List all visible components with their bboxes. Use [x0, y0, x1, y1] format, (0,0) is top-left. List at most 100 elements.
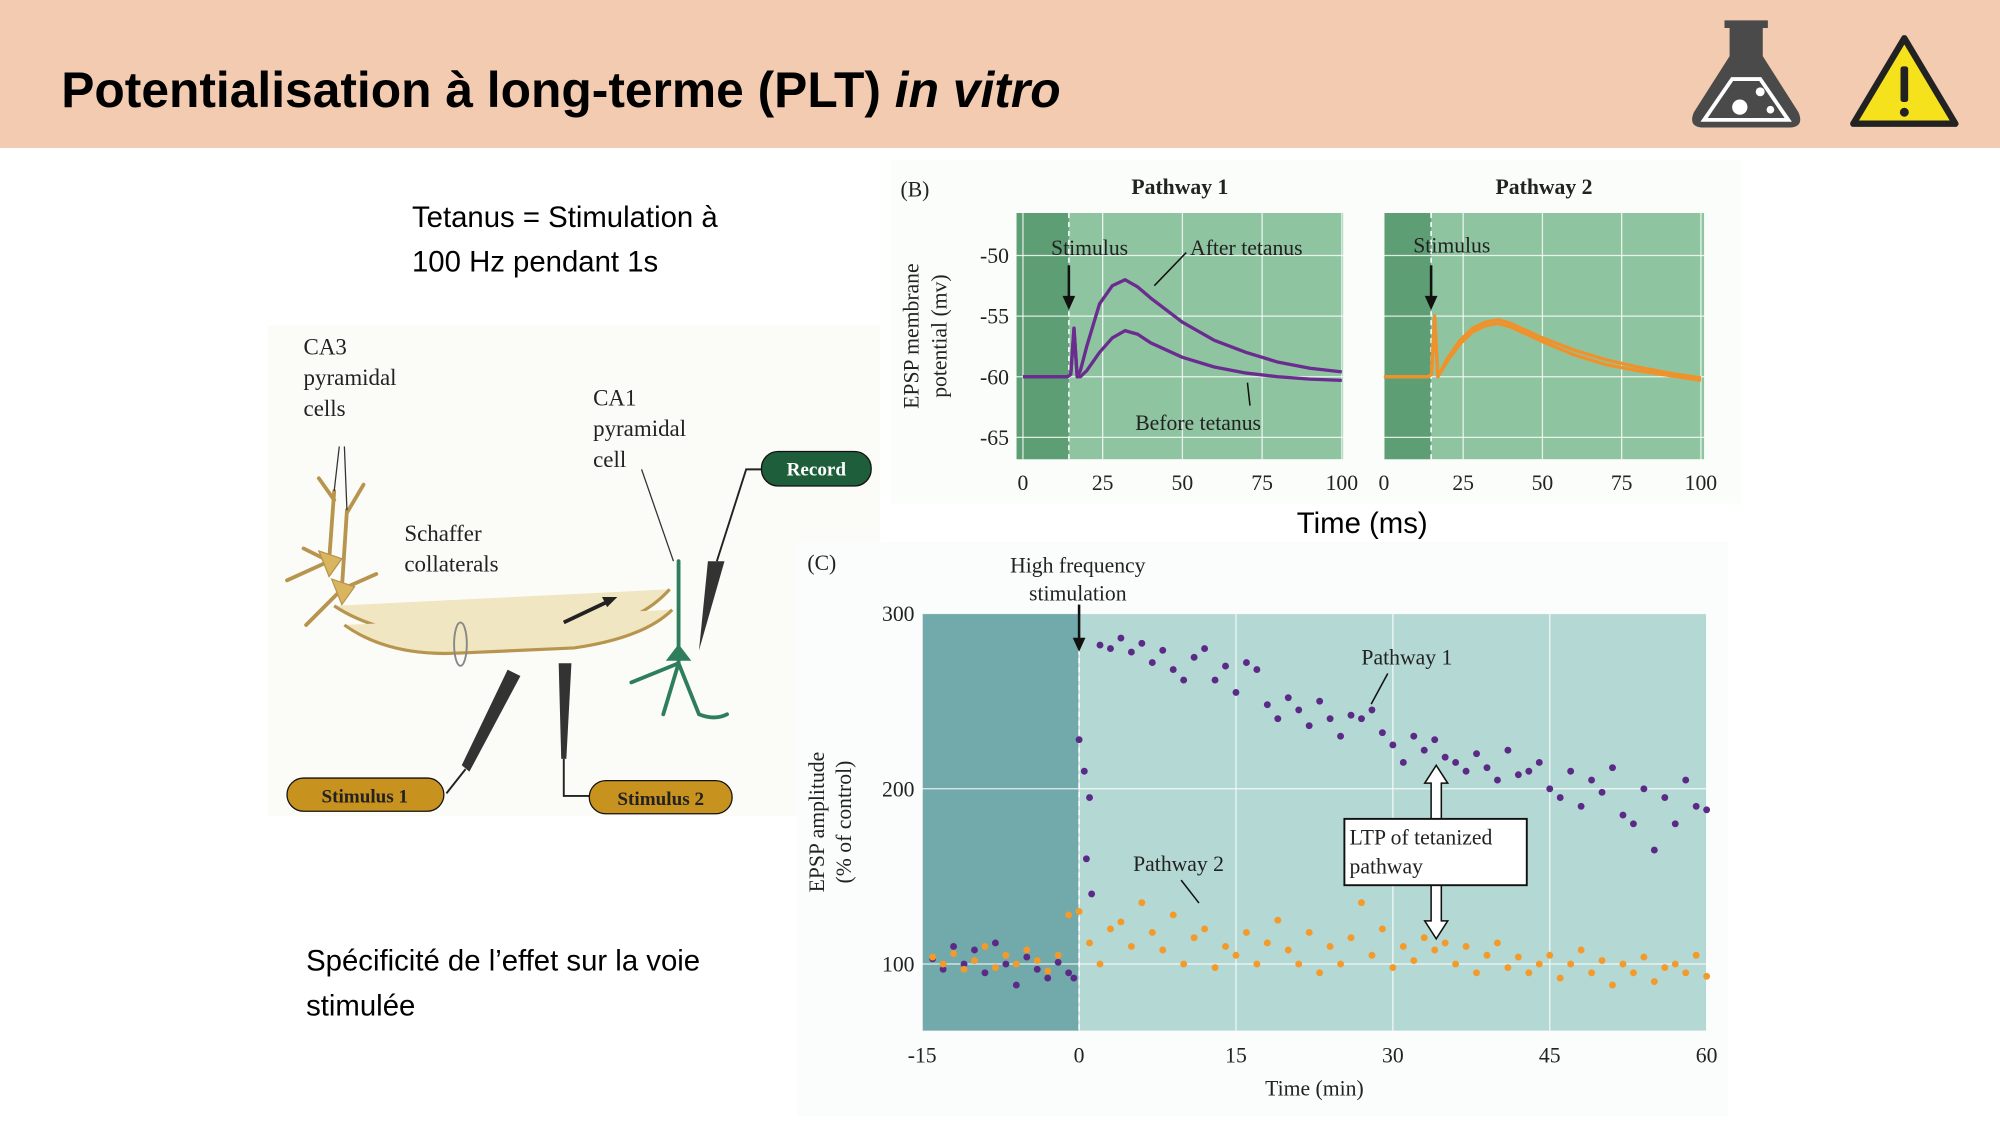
y-tick-label: -60 — [980, 365, 1009, 389]
data-point — [1054, 951, 1062, 959]
data-point — [1420, 746, 1428, 754]
data-point — [1682, 776, 1690, 784]
data-point — [1347, 711, 1355, 719]
data-point — [1337, 732, 1345, 740]
data-point — [1525, 969, 1533, 977]
title-main: Potentialisation à long-terme (PLT) — [61, 62, 895, 118]
data-point — [1588, 969, 1596, 977]
series-label: Pathway 2 — [1133, 852, 1224, 876]
data-point — [1619, 960, 1627, 968]
data-point — [1619, 811, 1627, 819]
data-point — [1082, 855, 1090, 863]
plot-area — [1016, 213, 1344, 460]
data-point — [1692, 802, 1700, 810]
data-point — [1494, 776, 1501, 784]
data-point — [1358, 899, 1365, 907]
x-tick-label: 100 — [1685, 471, 1718, 495]
data-point — [1650, 846, 1658, 854]
record-label: Record — [787, 460, 847, 481]
data-point — [1368, 951, 1376, 959]
x-tick-label: 75 — [1251, 471, 1273, 495]
data-point — [1190, 653, 1198, 661]
data-point — [1138, 639, 1146, 647]
data-point — [1452, 759, 1460, 766]
header-band — [0, 0, 2000, 148]
data-point — [1588, 776, 1596, 784]
data-point — [1242, 659, 1250, 667]
data-point — [1096, 641, 1104, 649]
panel-label: (C) — [807, 551, 836, 575]
data-point — [1316, 697, 1324, 705]
ca1-label: cell — [593, 447, 626, 472]
specificity-text: stimulée — [306, 989, 415, 1022]
data-point — [1535, 960, 1543, 968]
data-point — [1567, 767, 1575, 775]
data-point — [939, 960, 947, 968]
annotation-shapes — [1062, 252, 1528, 941]
x-tick-label: 50 — [1532, 471, 1554, 495]
data-point — [1211, 964, 1219, 971]
data-point — [1473, 969, 1480, 977]
data-point — [1399, 759, 1407, 766]
data-point — [1546, 951, 1554, 959]
y-tick-label: 300 — [882, 602, 915, 626]
data-point — [950, 950, 958, 957]
data-point — [1389, 741, 1397, 749]
data-point — [1629, 820, 1637, 828]
data-point — [929, 953, 937, 961]
data-point — [1284, 946, 1292, 954]
data-point — [1535, 759, 1543, 766]
data-point — [1494, 939, 1501, 947]
specificity-text: Spécificité de l’effet sur la voie — [306, 945, 700, 978]
series-label: Pathway 1 — [1361, 646, 1452, 670]
data-point — [1138, 899, 1146, 907]
data-point — [1556, 974, 1564, 982]
y-axis-label: potential (mv) — [927, 274, 951, 397]
stimulus-2-label: Stimulus 2 — [617, 789, 704, 810]
data-point — [1169, 911, 1177, 919]
data-point — [991, 939, 999, 947]
warning-icon — [1850, 35, 1959, 127]
data-point — [1368, 706, 1376, 714]
tetanus-text: Tetanus = Stimulation à — [412, 201, 718, 234]
ca1-label: CA1 — [593, 386, 636, 411]
data-point — [1263, 701, 1271, 709]
trace — [1383, 316, 1702, 382]
data-point — [1117, 918, 1125, 926]
data-point — [1389, 964, 1397, 971]
y-axis-label: (% of control) — [832, 761, 856, 884]
x-tick-label: 15 — [1225, 1044, 1247, 1068]
data-point — [1065, 969, 1073, 977]
data-point — [939, 965, 947, 973]
charts — [921, 213, 1711, 1031]
annotation: Stimulus — [1051, 236, 1128, 260]
data-point — [1159, 946, 1167, 954]
data-point — [1033, 957, 1041, 964]
ca3-label: cells — [304, 396, 346, 421]
data-point — [1703, 806, 1711, 814]
data-point — [1358, 715, 1365, 723]
callout-text: LTP of tetanized — [1349, 825, 1492, 849]
data-point — [1525, 767, 1533, 775]
data-point — [1504, 746, 1512, 754]
data-point — [1002, 951, 1010, 959]
data-point — [1483, 951, 1491, 959]
data-point — [1431, 736, 1439, 744]
data-point — [1242, 929, 1250, 936]
chart-title: Pathway 1 — [1131, 175, 1228, 199]
data-point — [1567, 960, 1575, 968]
data-point — [981, 943, 989, 950]
data-point — [1159, 646, 1167, 654]
data-point — [971, 957, 978, 964]
baseline-region — [922, 613, 1080, 1031]
data-point — [1661, 794, 1669, 801]
data-point — [1462, 943, 1470, 950]
stimulus-1-label: Stimulus 1 — [321, 786, 408, 807]
data-point — [1305, 929, 1313, 936]
data-point — [1316, 969, 1324, 977]
y-tick-label: -65 — [980, 426, 1009, 450]
chart-title: Pathway 2 — [1496, 175, 1593, 199]
data-point — [1107, 645, 1114, 653]
x-tick-label: 25 — [1092, 471, 1114, 495]
